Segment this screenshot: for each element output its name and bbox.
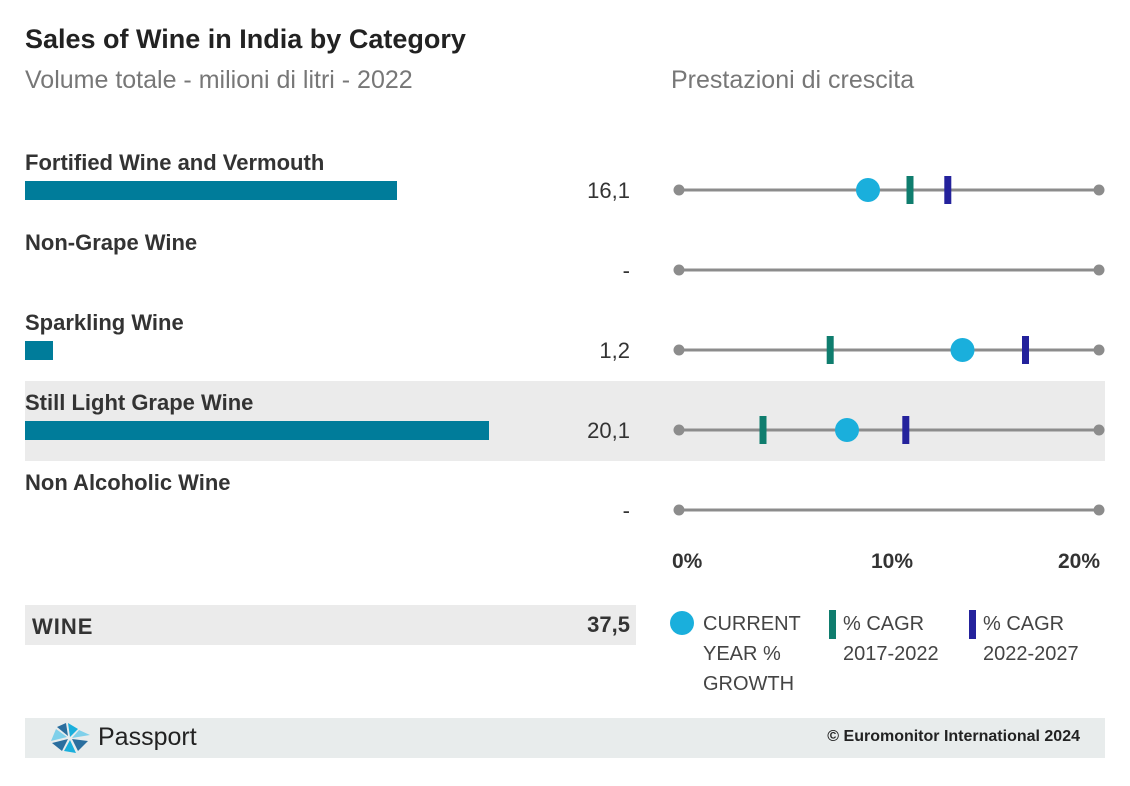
axis-end-dot [1093,504,1105,516]
legend-line: % CAGR [843,613,925,635]
cagr-2022-2027-marker [944,176,952,204]
current-growth-point [835,418,859,442]
legend-circle-icon [670,611,694,635]
legend-line: YEAR % [703,643,781,665]
volume-bar [25,421,489,440]
legend-cagr-2022-2027: % CAGR 2022-2027 [983,609,1079,669]
category-label: Fortified Wine and Vermouth [25,150,325,175]
footer [25,718,1105,758]
legend-navy-tick-icon [969,610,976,639]
category-label: Still Light Grape Wine [25,390,254,415]
legend-line: 2022-2027 [983,643,1079,665]
current-growth-point [950,338,975,362]
axis-end-dot [673,184,685,196]
total-row [25,605,636,645]
copyright-text: © Euromonitor International 2024 [827,728,1080,745]
total-value: 37,5 [587,612,630,637]
volume-bar [25,341,53,360]
legend-green-tick-icon [829,610,836,639]
chart-title: Sales of Wine in India by Category [25,24,466,54]
category-label: Sparkling Wine [25,310,184,335]
axis-end-dot [1093,184,1105,196]
value-label: - [622,498,630,523]
value-label: 20,1 [587,418,630,443]
value-label: 16,1 [587,178,630,203]
axis-end-dot [673,424,685,436]
axis-end-dot [673,504,685,516]
cagr-2022-2027-marker [1022,336,1029,364]
legend-current-year: CURRENT YEAR % GROWTH [703,609,801,699]
axis-end-dot [673,264,685,276]
category-label: Non Alcoholic Wine [25,470,231,495]
brand-name: Passport [98,723,197,751]
legend-line: CURRENT [703,613,801,635]
axis-end-dot [1093,424,1105,436]
cagr-2017-2022-marker [826,336,834,364]
legend-line: 2017-2022 [843,643,939,665]
cagr-2017-2022-marker [759,416,767,444]
legend-cagr-2017-2022: % CAGR 2017-2022 [843,609,939,669]
volume-bar [25,181,397,200]
axis-end-dot [673,344,685,356]
axis-tick-label: 0% [672,550,703,573]
axis-end-dot [1093,264,1105,276]
passport-logo-icon [51,723,90,753]
value-label: - [622,258,630,283]
axis-tick-label: 10% [871,550,914,573]
growth-title: Prestazioni di crescita [671,66,915,94]
value-label: 1,2 [599,338,630,363]
legend-line: % CAGR [983,613,1065,635]
legend-line: GROWTH [703,673,795,695]
cagr-2017-2022-marker [906,176,914,204]
axis-tick-label: 20% [1058,550,1101,573]
axis-end-dot [1093,344,1105,356]
category-label: Non-Grape Wine [25,230,198,255]
total-label: WINE [32,614,94,639]
chart-subtitle: Volume totale - milioni di litri - 2022 [25,66,413,94]
current-growth-point [856,178,880,202]
growth-plot [673,176,1105,516]
cagr-2022-2027-marker [902,416,910,444]
